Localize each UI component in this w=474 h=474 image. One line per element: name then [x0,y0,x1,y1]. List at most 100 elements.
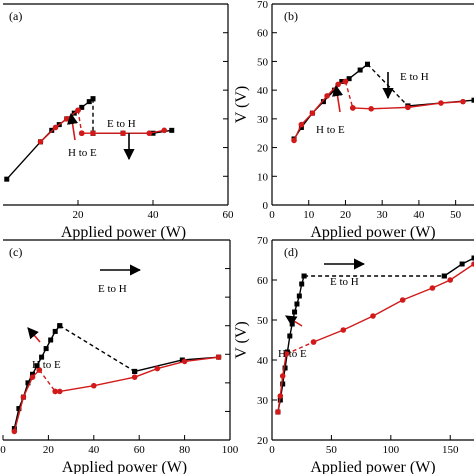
series-line [59,325,136,373]
data-point [460,98,466,105]
y-tick-label: 70 [257,0,269,11]
data-point [287,333,293,339]
data-point [471,261,474,267]
data-point [120,130,126,137]
data-point [298,121,305,128]
y-tick-label: 40 [257,85,269,97]
data-point [282,365,288,371]
data-point [298,124,304,130]
annotation-label: H to E [68,147,97,159]
data-point [75,107,81,114]
chart-panel-1: 20 40 60 Applied power (W) (a) E to H H to E [3,3,235,241]
data-point [310,339,317,345]
panel-label: (d) [284,245,298,259]
data-point [324,93,330,99]
data-point [86,99,92,105]
data-point [447,277,454,283]
x-tick-label: 150 [442,444,459,456]
x-tick-label: 40 [148,209,160,221]
data-point [30,371,36,377]
y-tick-label: 30 [257,114,269,126]
series-line [55,356,219,393]
x-axis-label: Applied power (W) [310,224,435,241]
data-point [146,130,153,137]
x-tick-label: 50 [450,209,462,221]
annotation-label: H to E [278,348,307,360]
data-point [277,393,284,399]
data-point [52,124,59,131]
data-point [350,105,356,111]
y-tick-label: 20 [257,143,269,155]
data-point [215,354,222,360]
data-point [34,363,40,369]
y-tick-label: 40 [257,355,269,367]
series-line [285,341,314,355]
data-point [154,365,161,372]
x-tick-label: 40 [413,209,425,221]
y-tick-label: 50 [257,56,269,68]
data-point [296,293,302,299]
y-tick-label: 50 [257,315,269,327]
annotation-label: E to H [107,118,136,130]
data-point [289,321,295,327]
data-point [161,127,168,134]
data-point [25,380,31,386]
data-point [63,116,70,122]
x-tick-label: 40 [88,444,100,456]
y-axis-label: V (V) [233,86,250,123]
data-point [441,273,447,279]
x-axis-label: Applied power (W) [61,224,186,241]
data-point [29,374,36,380]
y-axis-label: V (V) [233,321,250,358]
y-tick-label: 10 [257,171,269,183]
data-point [405,104,411,111]
data-point [291,137,297,144]
y-tick-label: 30 [257,395,269,407]
data-point [91,382,97,389]
annotation-arrow [331,84,344,113]
series-line [77,110,83,134]
data-point [20,394,27,400]
x-tick-label: 20 [43,444,55,456]
data-point [299,281,305,287]
series-line [277,353,287,413]
y-tick-label: 20 [257,435,269,447]
data-point [16,406,22,412]
data-point [150,130,156,136]
panel-label: (b) [284,9,298,23]
data-point [364,61,370,67]
chart-panel-3: 0 20 40 60 80 100 Applied power (W) (c) E to H H … [0,239,239,474]
annotation-label: H to E [32,359,61,371]
data-point [90,130,96,137]
data-point [37,139,44,145]
x-tick-label: 20 [340,209,352,221]
data-point [438,100,444,106]
data-point [471,255,474,261]
annotation-arrow [285,315,303,327]
x-tick-label: 0 [269,444,275,456]
y-tick-label: 60 [257,28,269,40]
data-point [4,176,10,182]
x-tick-label: 0 [269,209,275,221]
data-point [279,373,286,379]
data-point [340,327,347,333]
x-tick-label: 60 [223,209,235,221]
x-tick-label: 60 [134,444,146,456]
data-point [52,328,58,334]
data-point [78,130,85,137]
data-point [471,97,474,103]
data-point [368,106,374,112]
panel-label: (a) [9,9,22,23]
data-point [292,309,298,315]
data-point [309,110,316,116]
data-point [301,273,307,279]
data-point [370,313,376,319]
data-point [275,409,281,415]
x-axis-label: Applied power (W) [310,459,435,474]
data-point [132,368,138,374]
data-point [39,354,45,360]
data-point [181,358,188,365]
data-point [79,104,85,110]
data-point [56,388,63,395]
x-axis-label: Applied power (W) [62,459,187,474]
